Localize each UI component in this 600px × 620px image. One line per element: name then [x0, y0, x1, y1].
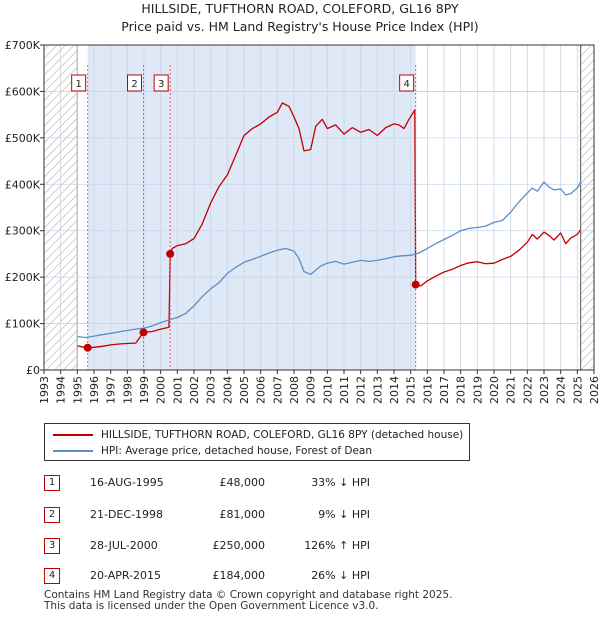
- y-tick-label: £0: [26, 364, 40, 377]
- x-tick-label: 1996: [88, 376, 101, 404]
- x-tick-label: 2021: [505, 376, 518, 404]
- x-tick-label: 2002: [188, 376, 201, 404]
- x-tick-label: 2003: [205, 376, 218, 404]
- x-tick-label: 2010: [321, 376, 334, 404]
- x-tick-label: 2008: [288, 376, 301, 404]
- x-tick-label: 2013: [371, 376, 384, 404]
- x-tick-label: 2024: [555, 376, 568, 404]
- chart-subtitle: Price paid vs. HM Land Registry's House …: [121, 19, 478, 34]
- x-tick-label: 2025: [571, 376, 584, 404]
- hpi-line: [77, 181, 582, 339]
- x-tick-label: 2020: [488, 376, 501, 404]
- transaction-marker-box: [399, 74, 415, 92]
- transaction-price: £250,000: [212, 539, 266, 552]
- legend-swatch-property: [53, 434, 93, 436]
- x-tick-label: 2000: [155, 376, 168, 404]
- transaction-price: £48,000: [219, 476, 266, 489]
- x-tick-label: 2006: [255, 376, 268, 404]
- x-tick-label: 2018: [455, 376, 468, 404]
- transaction-marker-label: 4: [403, 79, 409, 90]
- transaction-date: 16-AUG-1995: [90, 476, 164, 489]
- x-tick-label: 1998: [121, 376, 134, 404]
- transaction-price: £184,000: [212, 569, 266, 582]
- x-tick-label: 2014: [388, 376, 401, 404]
- legend-label-property: HILLSIDE, TUFTHORN ROAD, COLEFORD, GL16 …: [101, 429, 464, 441]
- plot-frame: [43, 44, 595, 371]
- legend-label-hpi: HPI: Average price, detached house, Fore…: [101, 445, 373, 457]
- transaction-point: [83, 343, 92, 352]
- y-tick-label: £100K: [5, 318, 41, 331]
- transaction-date: 21-DEC-1998: [90, 508, 164, 521]
- y-tick-label: £400K: [5, 178, 41, 191]
- table-row: 4 20-APR-2015 £184,000 26% ↓ HPI: [0, 566, 600, 586]
- transaction-hpi: 26% ↓ HPI: [311, 569, 370, 582]
- x-tick-label: 1994: [55, 376, 68, 404]
- y-tick-label: £700K: [5, 39, 41, 52]
- x-tick-label: 2012: [355, 376, 368, 404]
- footer-licence: This data is licensed under the Open Gov…: [44, 600, 379, 612]
- hatch-region-after: [580, 45, 594, 370]
- x-tick-label: 1999: [138, 376, 151, 404]
- x-tick-label: 2011: [338, 376, 351, 404]
- transaction-number: 1: [44, 475, 60, 491]
- table-row: 2 21-DEC-1998 £81,000 9% ↓ HPI: [0, 505, 600, 525]
- x-tick-label: 2009: [305, 376, 318, 404]
- transaction-point: [139, 328, 148, 337]
- footer: Contains HM Land Registry data © Crown c…: [44, 590, 452, 612]
- transaction-hpi: 126% ↑ HPI: [304, 539, 370, 552]
- transaction-point: [411, 280, 420, 289]
- transaction-hpi: 33% ↓ HPI: [311, 476, 370, 489]
- transaction-marker-label: 1: [75, 79, 81, 90]
- transaction-number: 3: [44, 538, 60, 554]
- x-tick-label: 2004: [221, 376, 234, 404]
- y-tick-label: £600K: [5, 85, 41, 98]
- x-tick-label: 2005: [238, 376, 251, 404]
- table-row: 3 28-JUL-2000 £250,000 126% ↑ HPI: [0, 536, 600, 556]
- transaction-marker-box: [71, 74, 87, 92]
- transaction-number: 4: [44, 568, 60, 584]
- y-tick-label: £300K: [5, 225, 41, 238]
- footer-copyright: Contains HM Land Registry data © Crown c…: [44, 589, 453, 601]
- transaction-date: 20-APR-2015: [90, 569, 162, 582]
- x-tick-label: 2023: [538, 376, 551, 404]
- x-tick-label: 2001: [171, 376, 184, 404]
- chart-title: HILLSIDE, TUFTHORN ROAD, COLEFORD, GL16 …: [141, 1, 459, 16]
- x-tick-label: 1995: [71, 376, 84, 404]
- y-tick-label: £200K: [5, 271, 41, 284]
- y-tick-label: £500K: [5, 132, 41, 145]
- transaction-price: £81,000: [219, 508, 266, 521]
- x-tick-label: 1993: [38, 376, 51, 404]
- chart-legend: HILLSIDE, TUFTHORN ROAD, COLEFORD, GL16 …: [44, 423, 470, 461]
- transaction-number: 2: [44, 507, 60, 523]
- x-tick-label: 2007: [271, 376, 284, 404]
- x-tick-label: 2026: [588, 376, 600, 404]
- x-tick-label: 2019: [471, 376, 484, 404]
- transaction-marker-box: [153, 74, 169, 92]
- x-tick-label: 2017: [438, 376, 451, 404]
- transaction-marker-label: 2: [131, 79, 137, 90]
- transaction-date: 28-JUL-2000: [90, 539, 158, 552]
- x-tick-label: 2016: [421, 376, 434, 404]
- shaded-period: [87, 45, 416, 370]
- property-price-line: [77, 102, 582, 349]
- table-row: 1 16-AUG-1995 £48,000 33% ↓ HPI: [0, 473, 600, 493]
- transaction-hpi: 9% ↓ HPI: [318, 508, 370, 521]
- legend-swatch-hpi: [53, 450, 93, 452]
- x-tick-label: 2022: [521, 376, 534, 404]
- x-tick-label: 2015: [405, 376, 418, 404]
- transaction-marker-box: [127, 74, 142, 92]
- transaction-point: [166, 249, 175, 258]
- x-tick-label: 1997: [105, 376, 118, 404]
- transaction-marker-label: 3: [158, 79, 164, 90]
